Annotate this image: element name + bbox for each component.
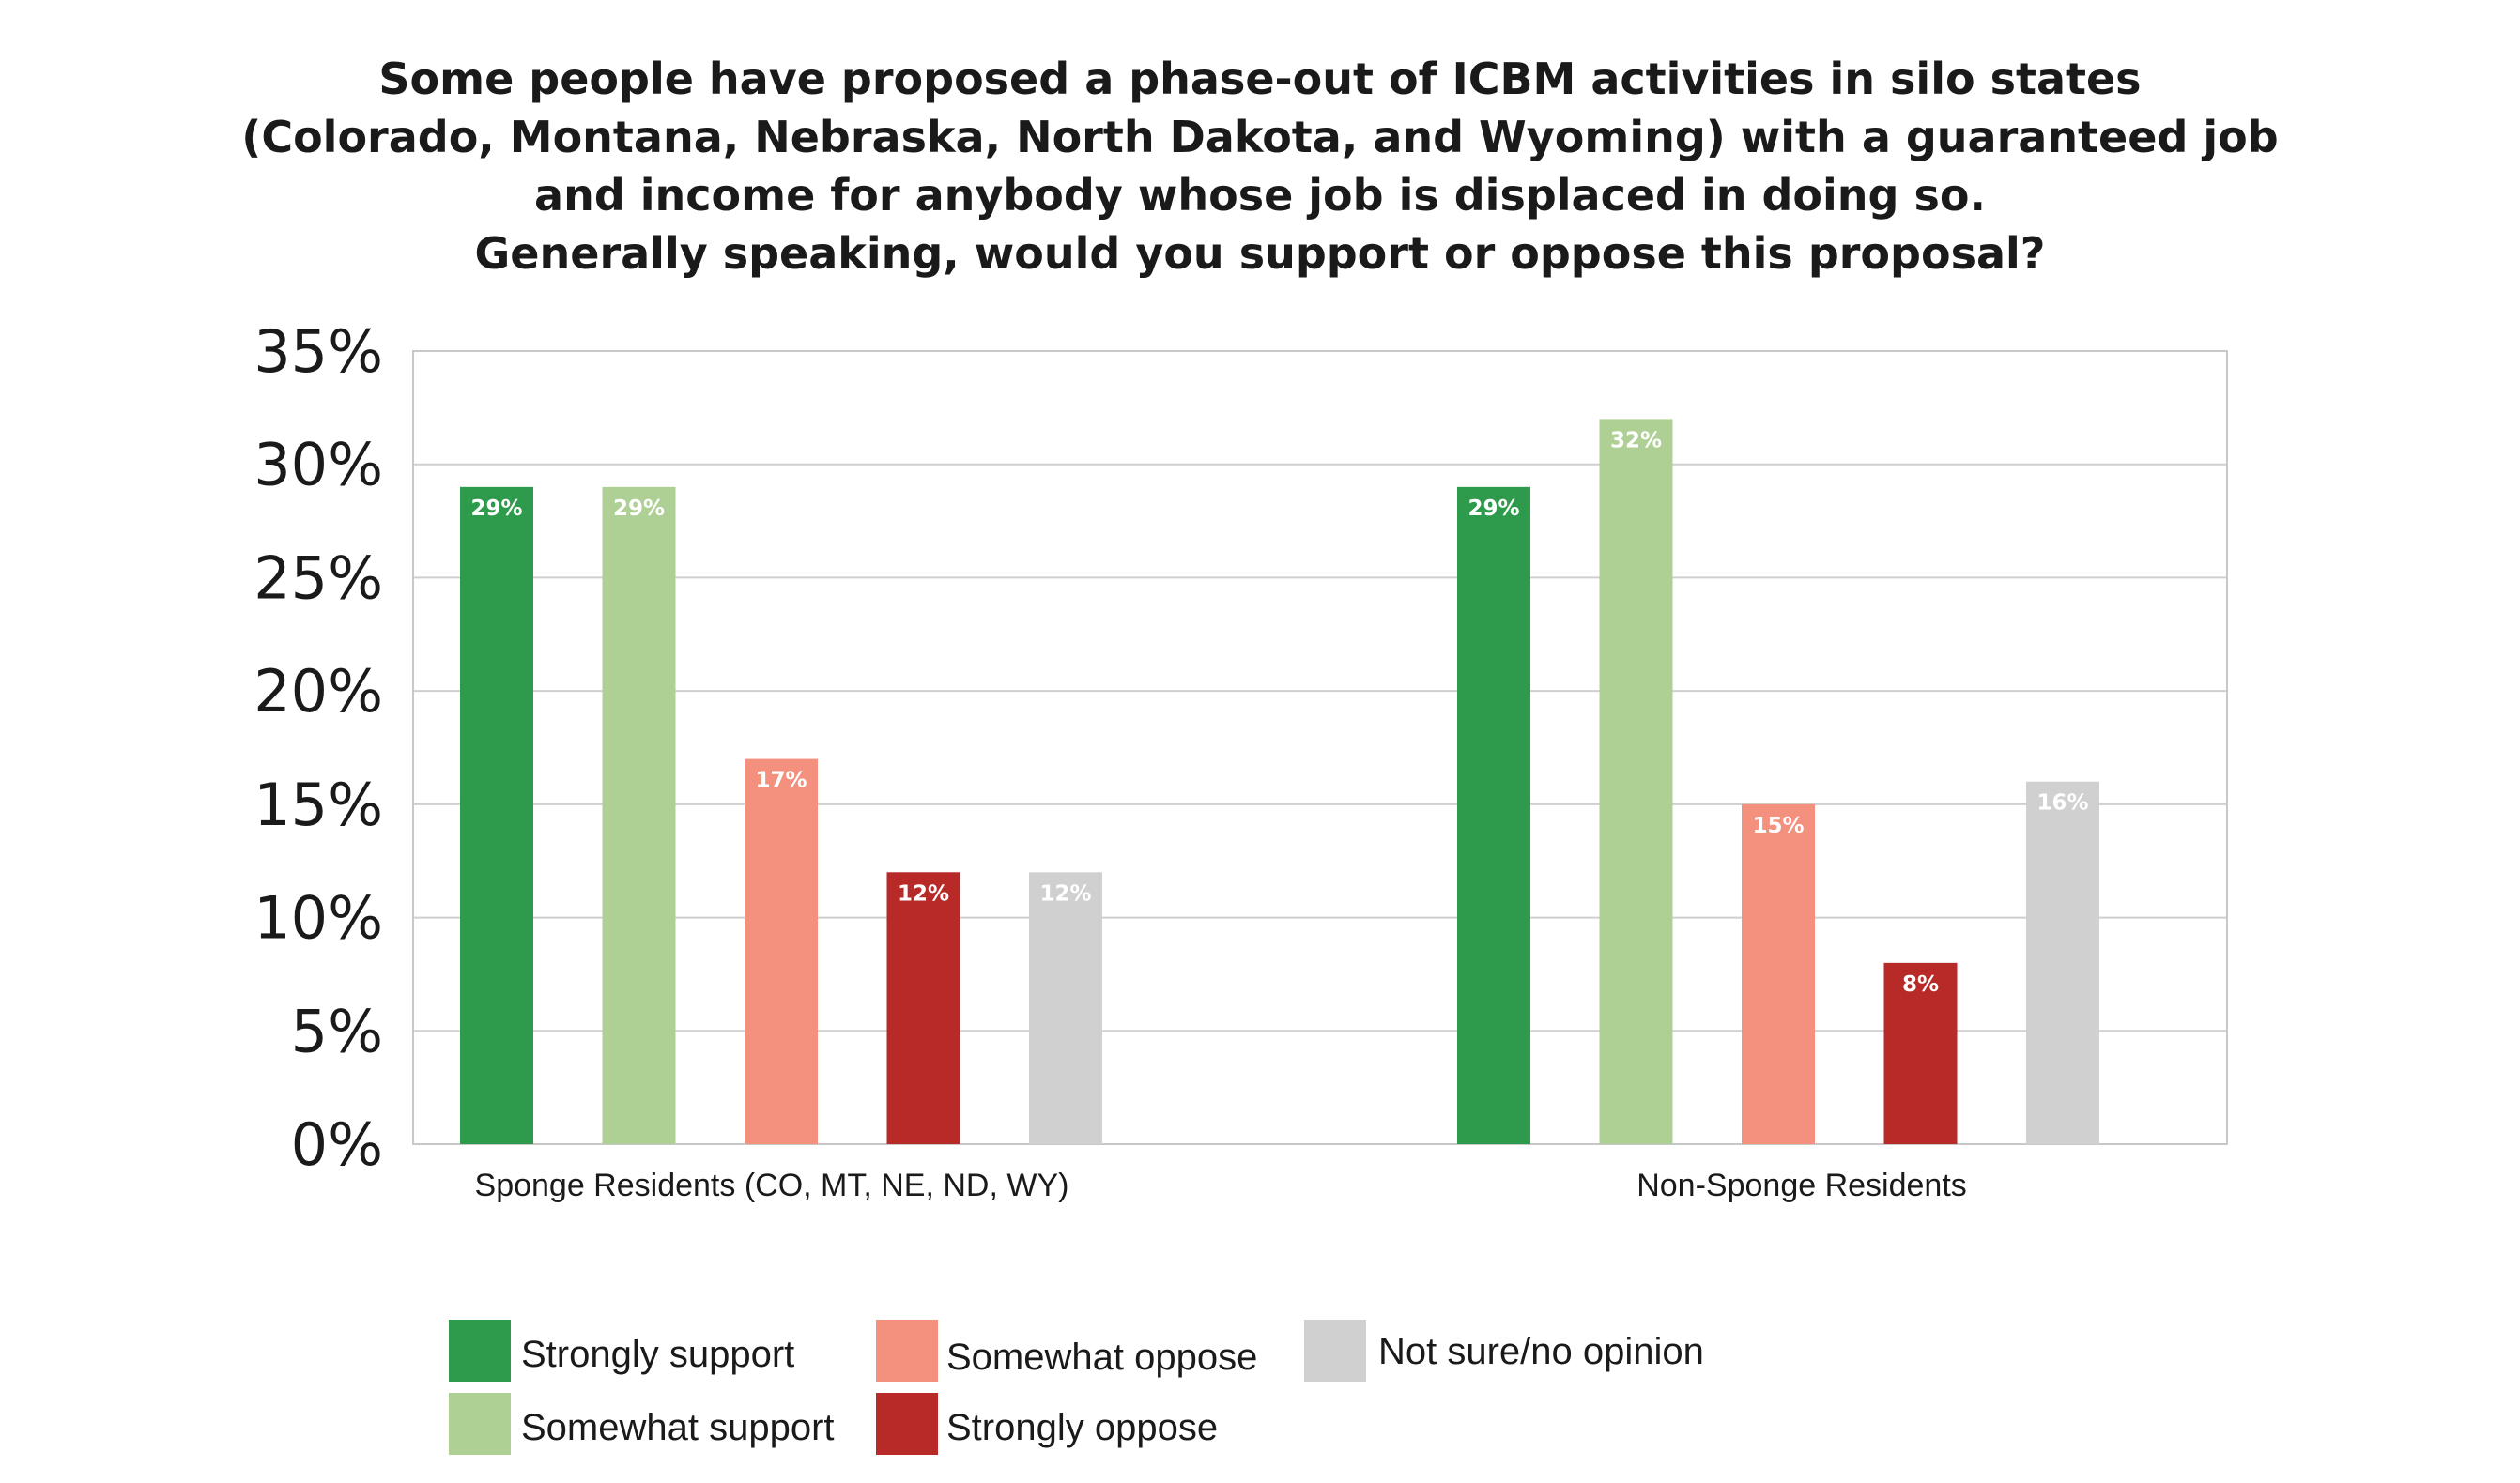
plot-area-frame xyxy=(412,350,2228,1145)
category-label: Non-Sponge Residents xyxy=(1636,1168,1967,1203)
category-labels: Sponge Residents (CO, MT, NE, ND, WY) Non… xyxy=(475,1168,1967,1203)
y-tick-label: 30% xyxy=(254,431,383,499)
legend-label: Strongly oppose xyxy=(946,1407,1218,1448)
legend-swatch xyxy=(876,1393,938,1455)
chart-title-line: Some people have proposed a phase-out of… xyxy=(378,54,2141,104)
data-labels: 29% 29% 17% 12% 12% 29% 32% 15% 8% 16% xyxy=(470,428,2088,996)
data-label: 16% xyxy=(2036,791,2088,816)
data-label: 15% xyxy=(1752,814,1804,838)
bar xyxy=(1599,419,1673,1144)
legend-swatch xyxy=(1304,1320,1366,1382)
legend-swatch xyxy=(449,1320,511,1382)
legend-label: Somewhat support xyxy=(521,1407,835,1448)
data-label: 29% xyxy=(1467,497,1519,521)
legend-label: Strongly support xyxy=(521,1334,794,1375)
data-label: 32% xyxy=(1610,428,1662,452)
chart-title: Some people have proposed a phase-out of… xyxy=(241,54,2278,279)
bar xyxy=(2026,781,2099,1144)
bar xyxy=(1742,803,1815,1144)
legend-swatch xyxy=(876,1320,938,1382)
chart-title-line: Generally speaking, would you support or… xyxy=(475,228,2046,279)
y-axis-tick-labels: 0% 5% 10% 15% 20% 25% 30% 35% xyxy=(254,317,383,1179)
legend-label: Not sure/no opinion xyxy=(1378,1331,1704,1372)
category-label: Sponge Residents (CO, MT, NE, ND, WY) xyxy=(475,1168,1069,1203)
bar xyxy=(745,758,818,1144)
data-label: 29% xyxy=(470,497,522,521)
chart-title-line: and income for anybody whose job is disp… xyxy=(534,170,1986,221)
legend-label: Somewhat oppose xyxy=(946,1337,1257,1378)
bar xyxy=(1029,872,1102,1144)
data-label: 8% xyxy=(1902,972,1939,997)
y-tick-label: 15% xyxy=(254,771,383,839)
y-tick-label: 10% xyxy=(254,884,383,953)
bar xyxy=(886,872,960,1144)
y-tick-label: 35% xyxy=(254,317,383,386)
chart-title-line: (Colorado, Montana, Nebraska, North Dako… xyxy=(241,112,2278,162)
legend: Strongly support Somewhat support Somewhat… xyxy=(449,1320,1704,1455)
y-tick-label: 5% xyxy=(291,997,383,1065)
bars xyxy=(460,419,2099,1144)
data-label: 12% xyxy=(1039,881,1091,906)
bar xyxy=(602,486,676,1144)
y-tick-label: 25% xyxy=(254,543,383,612)
data-label: 29% xyxy=(613,497,665,521)
bar xyxy=(1457,486,1530,1144)
y-tick-label: 0% xyxy=(291,1110,383,1179)
legend-swatch xyxy=(449,1393,511,1455)
y-tick-label: 20% xyxy=(254,657,383,726)
bar xyxy=(460,486,533,1144)
bar xyxy=(1883,962,1958,1144)
data-label: 17% xyxy=(755,769,807,793)
data-label: 12% xyxy=(898,881,949,906)
